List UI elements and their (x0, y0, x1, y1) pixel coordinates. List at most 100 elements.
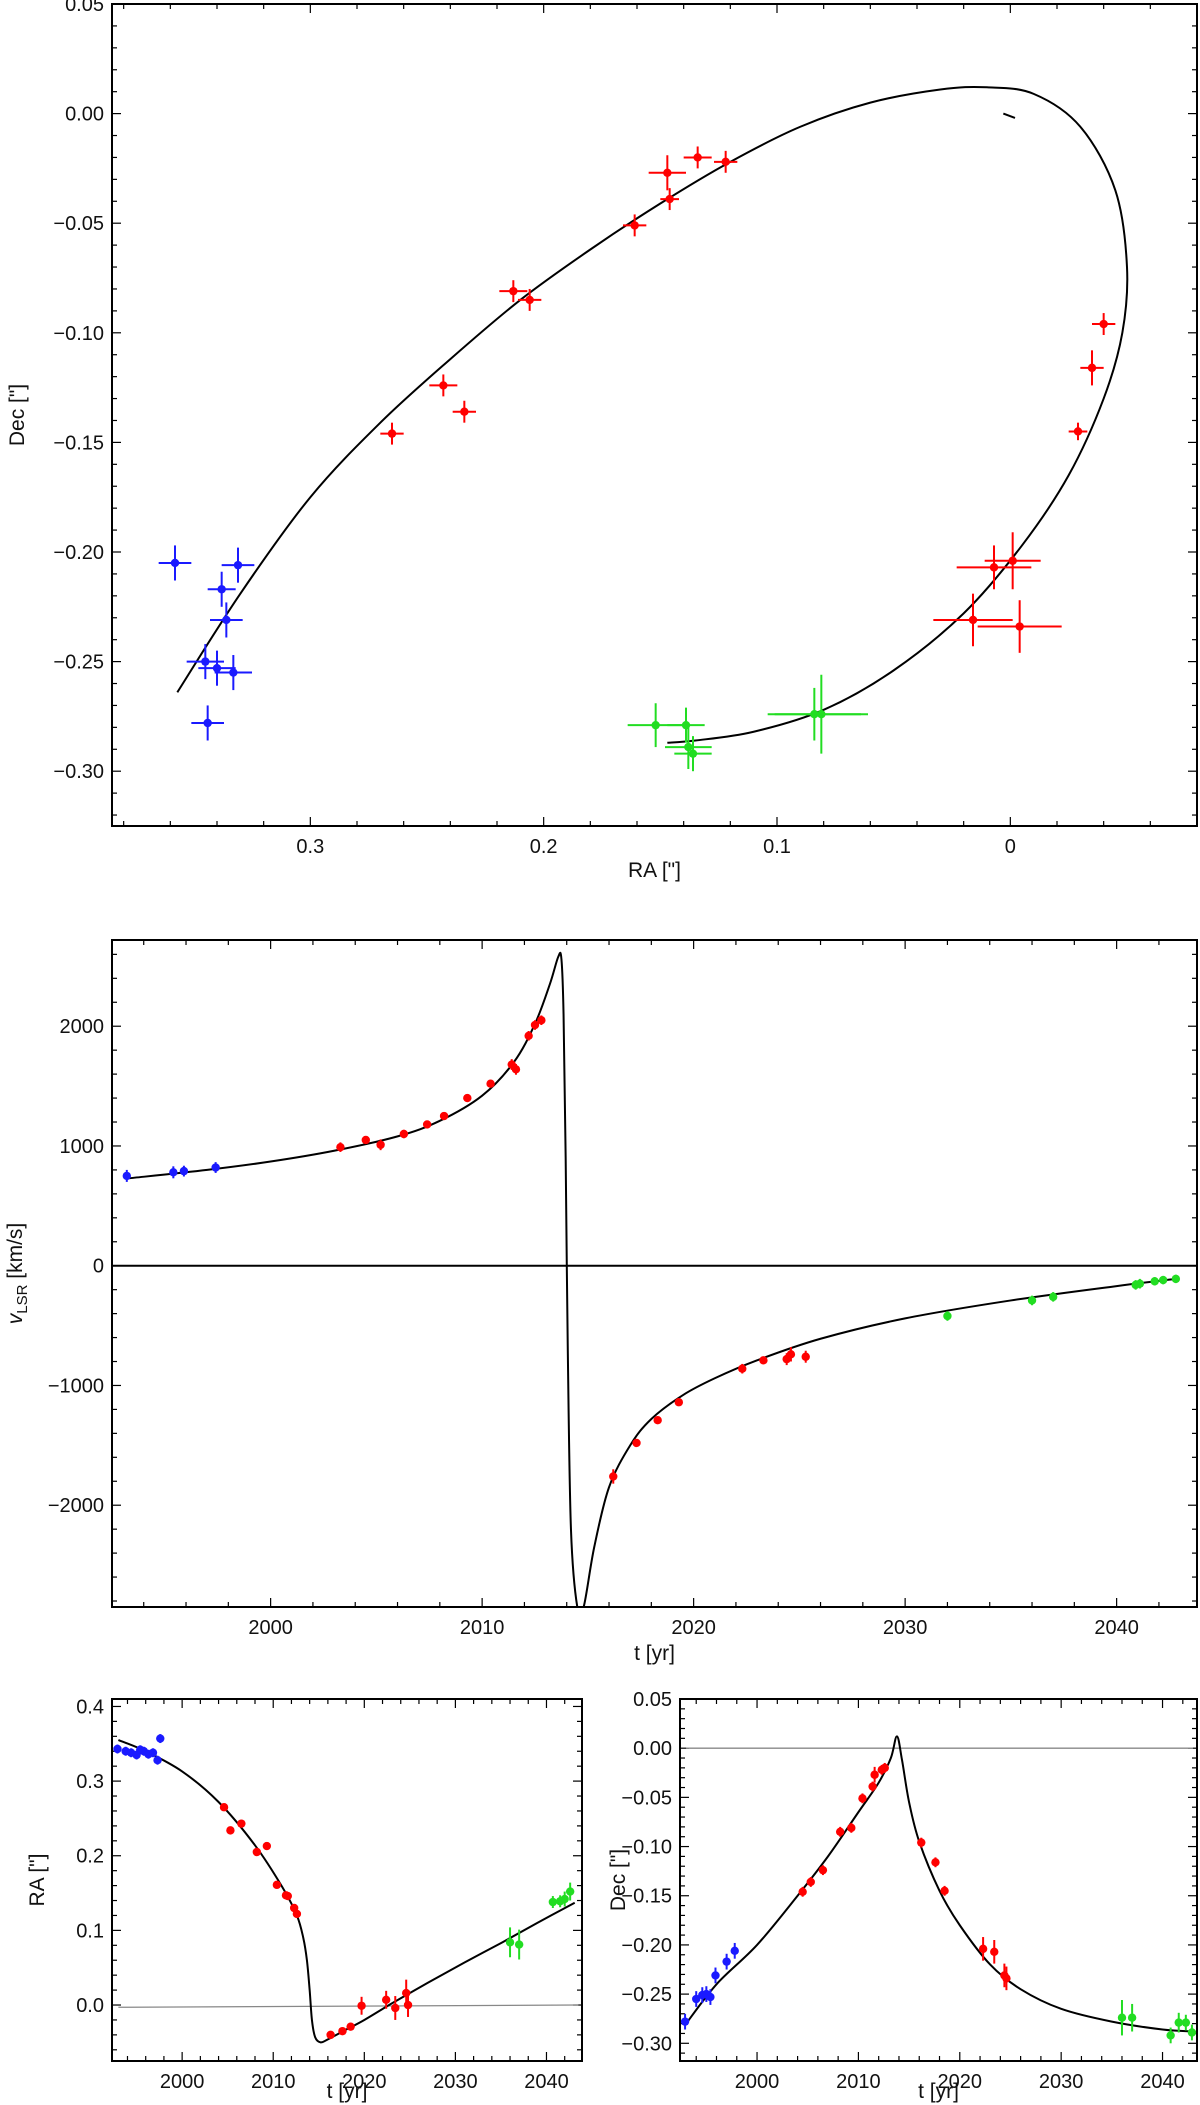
orbit-data-point-blue (233, 560, 243, 570)
orbit-orbit-segment (1002, 112, 1016, 119)
orbit-y-axis-title: Dec ["] (6, 384, 29, 446)
dec_time-chart: 2000 2010 2020 2030 2040 0.05 0.00 −0.05 −0.10 −0… (607, 1689, 1198, 2103)
dec_time-data-point-red (990, 1947, 999, 1957)
velocity-data-point-red (336, 1142, 345, 1152)
dec_time-data-point-green (1117, 2013, 1127, 2022)
ra_time-model-curve (117, 1739, 576, 2044)
ra_time-data-point-red (403, 2000, 413, 2010)
orbit-y-tick-label: −0.05 (53, 213, 104, 235)
dec_time-data-point-red (818, 1865, 828, 1875)
orbit-y-tick-label: −0.10 (53, 323, 104, 345)
velocity-data-point-red (632, 1438, 641, 1448)
orbit-ticks (112, 3, 1198, 826)
ra_time-data-point-green (514, 1940, 524, 1949)
velocity-data-point-red (376, 1140, 385, 1149)
dec_time-data-point-blue (722, 1957, 731, 1966)
dec_time-data-point-green (1166, 2031, 1175, 2040)
velocity-data-point-green (1027, 1296, 1037, 1305)
dec_time-data-point-green (1187, 2028, 1197, 2037)
velocity-y-axis-title-main: v (4, 1312, 27, 1324)
velocity-series-green (943, 1274, 1181, 1321)
ra_time-chart: 2000 2010 2020 2030 2040 0.4 0.3 0.2 0.1 0.0 t [yr… (26, 1696, 583, 2103)
orbit-data-point-red (1015, 622, 1024, 631)
velocity-y-tick-label: 0 (93, 1256, 104, 1278)
velocity-data-point-green (943, 1311, 952, 1321)
orbit-data-point-blue (203, 718, 212, 728)
orbit-data-point-blue (201, 657, 210, 666)
dec_time-data-point-red (978, 1944, 988, 1954)
dec_time-data-point-blue (680, 2017, 690, 2026)
orbit-y-tick-label: −0.15 (53, 432, 104, 454)
ra_time-data-point-red (262, 1841, 272, 1851)
velocity-data-point-red (609, 1472, 618, 1481)
dec_time-series-red (798, 1762, 1011, 1991)
ra_time-data-point-red (237, 1819, 246, 1828)
ra_time-y-axis-title: RA ["] (26, 1854, 49, 1907)
velocity-series-red (336, 1015, 810, 1484)
dec_time-data-point-red (798, 1887, 807, 1897)
dec_time-y-tick-label: −0.05 (621, 1787, 672, 1809)
dec_time-series-green (1117, 2000, 1197, 2044)
ra_time-zero-line (118, 2004, 579, 2008)
dec_time-x-tick-label: 2040 (1140, 2071, 1185, 2093)
dec_time-data-point-green (1127, 2013, 1137, 2022)
orbit-data-point-red (460, 407, 469, 416)
dec_time-plot-frame (679, 1698, 1198, 2062)
orbit-data-point-green (651, 720, 660, 730)
ra_time-data-point-red (381, 1995, 391, 2004)
dec_time-y-tick-label: −0.20 (621, 1935, 672, 1957)
dec_time-data-point-red (917, 1838, 926, 1847)
orbit-series-blue (158, 545, 255, 741)
orbit-data-point-red (721, 157, 730, 167)
velocity-plot-area (112, 951, 1197, 1607)
velocity-x-tick-label: 2000 (248, 1617, 293, 1639)
orbit-data-point-red (663, 168, 672, 177)
orbit-series-red (380, 146, 1116, 653)
orbit-data-point-red (1008, 556, 1017, 565)
velocity-data-point-blue (122, 1171, 132, 1181)
dec_time-y-tick-label: −0.15 (621, 1886, 672, 1908)
ra_time-data-point-red (391, 2003, 400, 2013)
velocity-data-point-blue (169, 1168, 178, 1177)
orbit-data-point-red (439, 381, 448, 390)
orbit-data-point-green (684, 742, 693, 752)
orbit-data-point-red (630, 221, 639, 230)
ra_time-plot-area (113, 1734, 579, 2044)
dec_time-plot-area (680, 1735, 1197, 2044)
orbit-x-axis-title: RA ["] (628, 859, 681, 882)
velocity-data-point-red (361, 1135, 371, 1145)
velocity-y-tick-label: 2000 (60, 1016, 105, 1038)
dec_time-data-point-red (847, 1823, 856, 1833)
orbit-series-green (627, 674, 868, 772)
velocity-data-point-red (653, 1415, 662, 1425)
orbit-y-tick-label: −0.25 (53, 652, 104, 674)
dec_time-data-point-green (1174, 2018, 1183, 2027)
velocity-series-blue (122, 1162, 220, 1182)
dec_time-data-point-red (880, 1763, 889, 1773)
velocity-y-tick-label: −2000 (48, 1495, 104, 1517)
dec_time-x-tick-label: 2030 (1039, 2071, 1084, 2093)
orbit-y-tick-label: −0.20 (53, 542, 104, 564)
velocity-data-point-green (1048, 1292, 1058, 1302)
ra_time-data-point-blue (156, 1734, 165, 1743)
orbit-plot-area (158, 85, 1129, 772)
orbit-y-tick-label: 0.05 (65, 0, 104, 16)
dec_time-y-tick-label: −0.10 (621, 1837, 672, 1859)
velocity-data-point-red (674, 1398, 684, 1407)
ra_time-data-point-blue (113, 1744, 122, 1754)
ra_time-data-point-blue (153, 1756, 162, 1765)
ra_time-data-point-red (219, 1803, 229, 1812)
velocity-data-point-green (1135, 1279, 1145, 1288)
orbit-y-tick-label: −0.30 (53, 761, 104, 783)
ra_time-y-tick-label: 0.1 (76, 1920, 104, 1942)
dec_time-series-blue (680, 1942, 739, 2030)
velocity-data-point-red (463, 1093, 472, 1103)
ra_time-data-point-red (326, 2030, 335, 2040)
orbit-data-point-red (989, 563, 999, 572)
ra_time-data-point-red (252, 1847, 262, 1857)
ra_time-plot-frame (111, 1698, 583, 2062)
velocity-data-point-red (486, 1079, 495, 1088)
orbit-data-point-red (509, 286, 518, 296)
velocity-data-point-blue (211, 1163, 220, 1172)
